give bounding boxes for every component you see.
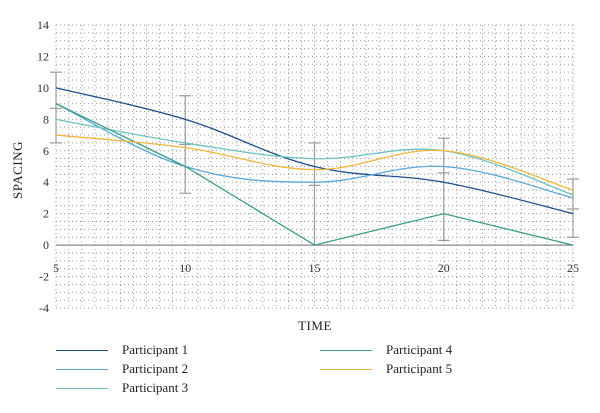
- error-bar: [308, 142, 321, 246]
- series-line-participant-1: [55, 87, 574, 215]
- y-tick-label: 12: [37, 49, 49, 63]
- error-bars: [50, 71, 579, 246]
- y-tick-label: 0: [43, 238, 49, 252]
- y-tick-label: -2: [39, 270, 49, 284]
- y-tick-label: 2: [43, 207, 49, 221]
- y-axis-title: SPACING: [10, 141, 25, 199]
- x-tick-label: 25: [567, 261, 579, 275]
- error-bar: [567, 178, 579, 238]
- series-lines: [55, 87, 574, 246]
- y-tick-labels: -4 -2 0 2 4 6 8 10 12 14: [37, 18, 49, 315]
- series-line-participant-3: [55, 118, 574, 196]
- series-line-participant-5: [55, 134, 574, 191]
- x-tick-label: 15: [309, 261, 321, 275]
- y-tick-label: 14: [37, 18, 49, 32]
- x-tick-label: 10: [179, 261, 191, 275]
- y-tick-label: 4: [43, 175, 49, 189]
- error-bar: [50, 71, 62, 144]
- y-tick-label: 6: [43, 144, 49, 158]
- x-axis-title: TIME: [298, 318, 332, 333]
- series-line-participant-4: [55, 103, 574, 246]
- x-tick-label: 5: [53, 261, 59, 275]
- y-tick-label: -4: [39, 301, 49, 315]
- error-bar: [179, 95, 192, 194]
- x-tick-labels: 5 10 15 20 25: [53, 261, 579, 275]
- error-bar: [437, 137, 450, 241]
- y-tick-label: 10: [37, 81, 49, 95]
- x-tick-label: 20: [438, 261, 450, 275]
- y-tick-label: 8: [43, 112, 49, 126]
- series-line-participant-2: [55, 103, 574, 199]
